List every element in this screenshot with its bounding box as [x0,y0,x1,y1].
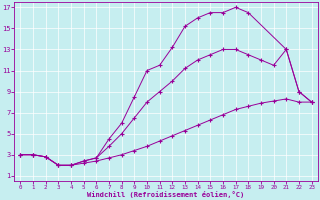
X-axis label: Windchill (Refroidissement éolien,°C): Windchill (Refroidissement éolien,°C) [87,191,244,198]
